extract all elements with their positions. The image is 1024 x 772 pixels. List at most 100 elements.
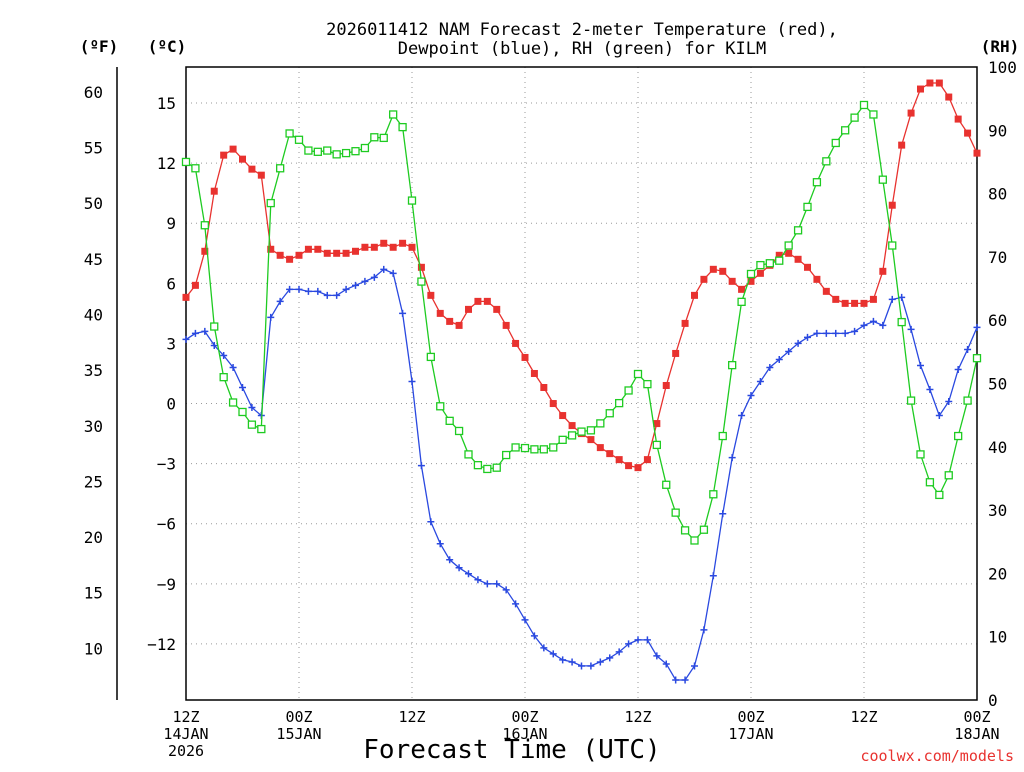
series-0-point-43: [587, 436, 595, 444]
series-1-point-9: [267, 313, 275, 321]
series-1-point-3: [210, 341, 218, 349]
series-1-point-54: [691, 662, 698, 670]
series-0-point-0: [182, 293, 190, 301]
series-1-point-55: [700, 626, 708, 634]
celsius-tick-4: 3: [166, 334, 176, 353]
series-0-point-23: [399, 239, 407, 247]
series-1-point-33: [493, 580, 501, 588]
series-0-point-60: [747, 277, 755, 285]
series-2-point-2: [200, 221, 209, 230]
series-2-point-78: [916, 450, 925, 459]
x-axis-title: Forecast Time (UTC): [363, 735, 660, 765]
series-2-point-5: [228, 398, 238, 407]
series-2-point-37: [530, 445, 539, 454]
series-2-point-44: [596, 419, 605, 428]
series-1: [182, 265, 981, 684]
x-tick-0-line-1: 14JAN: [163, 725, 208, 743]
fahrenheit-tick-0: 60: [84, 83, 103, 102]
fahrenheit-tick-7: 25: [84, 472, 103, 491]
series-0-point-34: [502, 321, 510, 329]
series-0-point-33: [493, 305, 501, 313]
series-1-point-59: [738, 412, 746, 420]
series-1-point-84: [973, 323, 981, 331]
series-1-point-10: [276, 297, 284, 305]
series-0-point-9: [267, 245, 275, 253]
series-2-point-0: [181, 157, 191, 167]
x-tick-7-line-1: 18JAN: [954, 725, 999, 743]
series-0-point-81: [945, 93, 953, 101]
series-0-point-51: [662, 382, 670, 390]
series-2-point-40: [558, 435, 567, 444]
series-0-point-15: [323, 249, 331, 257]
fahrenheit-tick-6: 30: [84, 417, 103, 436]
series-0-point-25: [417, 263, 425, 271]
series-1-point-57: [719, 510, 727, 518]
series-1-point-14: [314, 287, 322, 295]
series-2-point-29: [454, 426, 464, 436]
series-0-point-4: [220, 151, 228, 159]
series-2-point-13: [304, 146, 313, 155]
series-2-point-64: [784, 241, 793, 250]
series-2-point-62: [765, 259, 774, 268]
series-0-point-27: [436, 309, 444, 317]
celsius-tick-7: −6: [157, 515, 176, 534]
rh-tick-10: 0: [988, 691, 998, 710]
rh-tick-3: 70: [988, 248, 1007, 267]
series-1-point-5: [229, 363, 237, 371]
series-2-point-54: [690, 536, 699, 545]
series-2-point-63: [775, 256, 784, 265]
series-1-point-79: [926, 386, 934, 394]
series-2-point-20: [370, 133, 379, 142]
series-2-point-66: [803, 202, 812, 212]
x-tick-4-line-0: 12Z: [624, 708, 651, 726]
series-2-point-15: [323, 146, 332, 155]
series-1-point-80: [935, 412, 943, 420]
series-2-point-27: [436, 402, 445, 411]
rh-tick-2: 80: [988, 185, 1007, 204]
chart-title-line-2: Dewpoint (blue), RH (green) for KILM: [398, 39, 766, 59]
series-0-point-7: [248, 165, 256, 173]
series-1-point-31: [474, 576, 482, 584]
series-1-point-53: [681, 676, 689, 684]
series-0-point-70: [841, 299, 849, 307]
series-0-point-2: [201, 247, 209, 255]
series-0-point-78: [917, 85, 924, 93]
series-0-point-1: [191, 281, 199, 289]
series-2-point-73: [869, 110, 878, 119]
series-1-point-26: [427, 518, 435, 526]
series-1-point-34: [502, 586, 510, 594]
rh-tick-8: 20: [988, 564, 1007, 583]
series-2-point-21: [379, 133, 388, 143]
series-0-point-3: [210, 187, 218, 195]
series-0-point-30: [465, 305, 472, 313]
series-0-point-61: [756, 269, 764, 277]
series-0-point-29: [455, 321, 463, 329]
series-0-point-68: [822, 287, 830, 295]
x-tick-1-line-0: 00Z: [285, 708, 312, 726]
series-1-point-45: [606, 654, 614, 662]
series-1-point-37: [530, 632, 538, 640]
series-0-point-45: [606, 450, 614, 458]
series-1-point-63: [775, 355, 783, 363]
series-0-point-63: [775, 251, 783, 259]
series-0-point-64: [785, 249, 793, 257]
series-1-point-78: [917, 361, 924, 369]
series-2-point-7: [247, 420, 257, 429]
celsius-tick-6: −3: [157, 455, 176, 474]
credit-text: coolwx.com/models: [860, 747, 1014, 765]
series-0-point-14: [314, 245, 322, 253]
series-2-point-12: [294, 135, 304, 144]
x-tick-3-line-1: 16JAN: [502, 725, 547, 743]
series-1-point-16: [333, 291, 341, 299]
celsius-tick-5: 0: [166, 395, 176, 414]
series-0-point-48: [634, 464, 642, 472]
series-2-point-56: [709, 490, 718, 499]
series-0-point-84: [973, 149, 981, 157]
series-2-point-52: [671, 508, 680, 517]
axes: [116, 66, 978, 701]
series-0-point-22: [389, 243, 397, 251]
series-1-point-38: [540, 644, 548, 652]
x-tick-5-line-0: 00Z: [737, 708, 764, 726]
series-1-point-71: [851, 327, 859, 335]
